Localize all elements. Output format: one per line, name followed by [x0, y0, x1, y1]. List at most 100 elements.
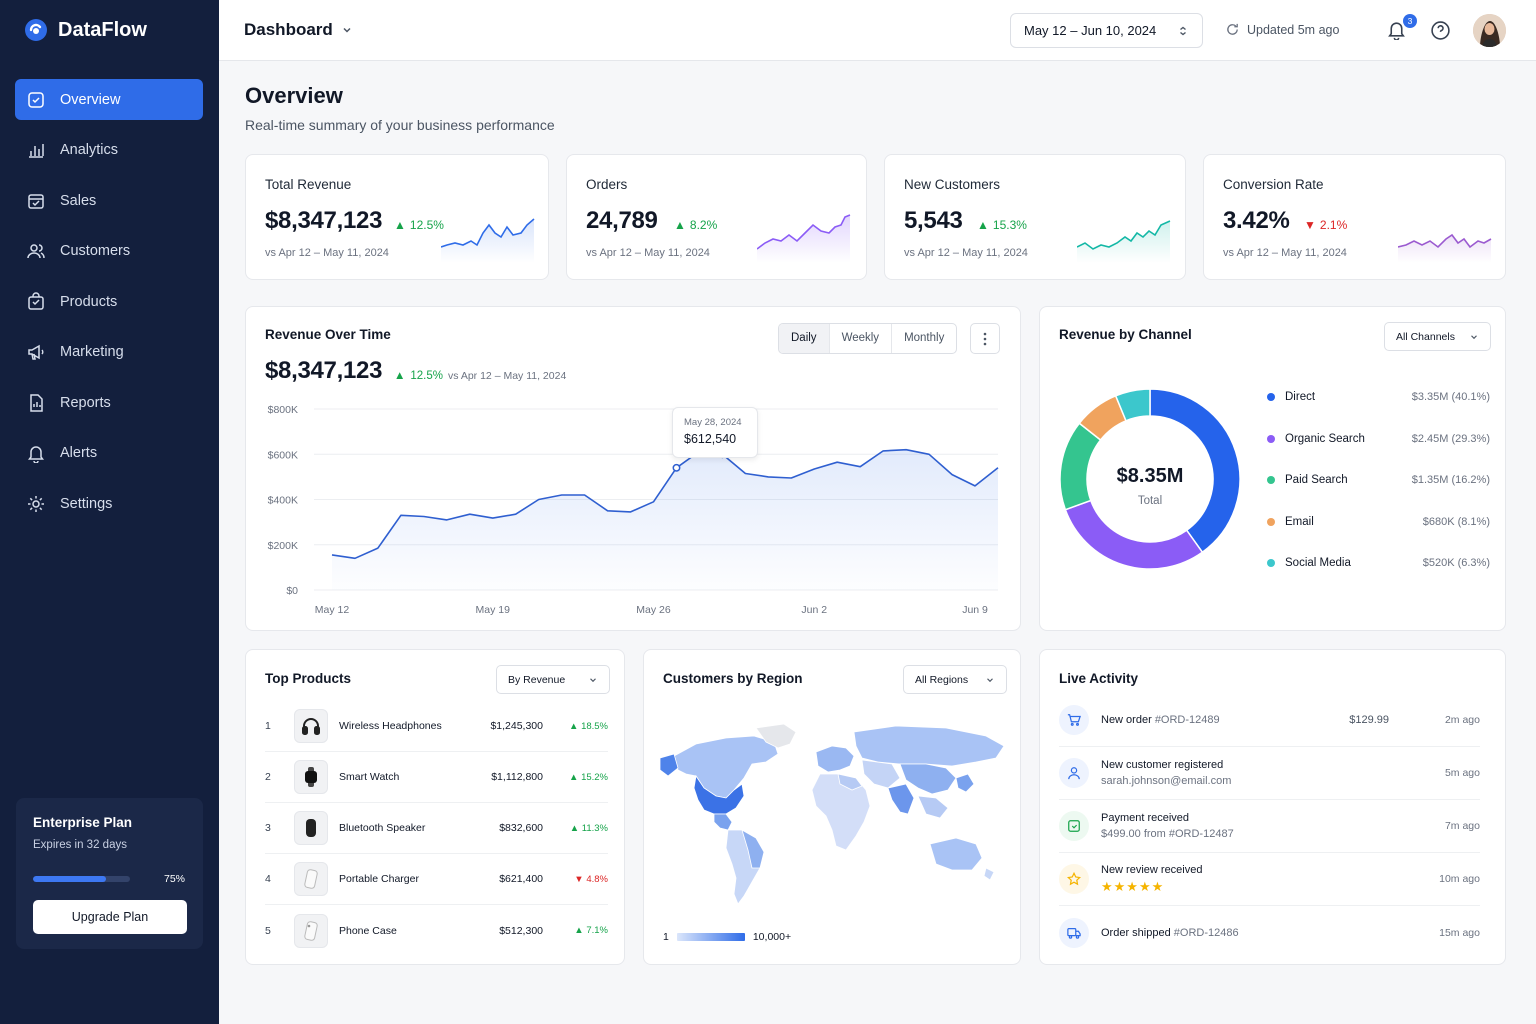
region-filter-dropdown[interactable]: All Regions [903, 665, 1007, 694]
kpi-card-total-revenue[interactable]: Total Revenue $8,347,123 ▲ 12.5% vs Apr 1… [245, 154, 549, 280]
brand-name: DataFlow [58, 18, 147, 41]
legend-item-email[interactable]: Email $680K (8.1%) [1267, 516, 1490, 528]
activity-title: Order shipped [1101, 926, 1171, 939]
legend-item-paid-search[interactable]: Paid Search $1.35M (16.2%) [1267, 474, 1490, 486]
card-title: Customers by Region [663, 671, 803, 686]
y-tick-label: $200K [268, 540, 298, 552]
product-row[interactable]: 2 Smart Watch $1,112,800 ▲ 15.2% [265, 752, 608, 803]
payment-icon [1059, 811, 1089, 841]
activity-item[interactable]: New customer registered sarah.johnson@ema… [1059, 747, 1480, 800]
sidebar-item-overview[interactable]: Overview [15, 79, 203, 120]
sidebar-item-sales[interactable]: Sales [15, 180, 203, 221]
notification-count-badge: 3 [1403, 14, 1417, 28]
product-row[interactable]: 1 Wireless Headphones $1,245,300 ▲ 18.5% [265, 701, 608, 752]
product-row[interactable]: 3 Bluetooth Speaker $832,600 ▲ 11.3% [265, 803, 608, 854]
data-point [672, 463, 681, 472]
activity-item[interactable]: New order #ORD-12489 $129.99 2m ago [1059, 694, 1480, 747]
product-change-value: 11.3% [581, 822, 608, 834]
notifications-button[interactable] [1386, 19, 1407, 40]
more-options-button[interactable] [970, 323, 1000, 354]
activity-list: New order #ORD-12489 $129.99 2m ago New … [1040, 694, 1507, 959]
activity-text: Payment received $499.00 from #ORD-12487 [1101, 812, 1301, 840]
user-avatar[interactable] [1473, 14, 1506, 47]
activity-title: New customer registered [1101, 759, 1224, 771]
trend-up-icon: ▲ [394, 218, 406, 232]
refresh-status[interactable]: Updated 5m ago [1225, 22, 1339, 37]
x-tick-label: May 19 [476, 604, 511, 616]
activity-text: New customer registered sarah.johnson@ema… [1101, 759, 1301, 787]
sidebar-item-label: Products [60, 293, 118, 310]
page-subtitle: Real-time summary of your business perfo… [245, 117, 555, 133]
world-map[interactable] [656, 718, 1010, 918]
kpi-value: 3.42% [1223, 207, 1290, 234]
chevron-down-icon [1471, 334, 1477, 339]
headphones-icon [294, 709, 328, 743]
sidebar-item-alerts[interactable]: Alerts [15, 433, 203, 474]
product-name: Wireless Headphones [339, 720, 442, 732]
product-row[interactable]: 5 Phone Case $512,300 ▲ 7.1% [265, 905, 608, 956]
kpi-change: ▲ 12.5% [394, 218, 444, 232]
legend-item-organic-search[interactable]: Organic Search $2.45M (29.3%) [1267, 433, 1490, 445]
brand[interactable]: DataFlow [24, 18, 147, 42]
products-sort-dropdown[interactable]: By Revenue [496, 665, 610, 694]
kpi-card-orders[interactable]: Orders 24,789 ▲ 8.2% vs Apr 12 – May 11, … [566, 154, 867, 280]
activity-subtext: sarah.johnson@email.com [1101, 775, 1232, 787]
legend-item-social-media[interactable]: Social Media $520K (6.3%) [1267, 557, 1490, 569]
sidebar-item-label: Overview [60, 91, 121, 108]
sidebar-item-reports[interactable]: Reports [15, 382, 203, 423]
activity-item[interactable]: New review received ★★★★★ 10m ago [1059, 853, 1480, 906]
plan-progress-fill [33, 876, 106, 882]
legend-item-direct[interactable]: Direct $3.35M (40.1%) [1267, 391, 1490, 403]
review-rating-stars: ★★★★★ [1101, 878, 1165, 894]
kpi-sparkline [757, 214, 851, 263]
donut-slice-social-media [1114, 388, 1151, 422]
kpi-card-conversion-rate[interactable]: Conversion Rate 3.42% ▼ 2.1% vs Apr 12 – … [1203, 154, 1506, 280]
plan-expiry: Expires in 32 days [33, 839, 127, 851]
sidebar-item-customers[interactable]: Customers [15, 231, 203, 272]
channel-filter-dropdown[interactable]: All Channels [1384, 322, 1491, 351]
activity-item[interactable]: Order shipped #ORD-12486 15m ago [1059, 906, 1480, 959]
activity-time: 7m ago [1444, 820, 1480, 832]
dashboard-switcher[interactable]: Dashboard [244, 20, 353, 40]
x-tick-label: May 26 [636, 604, 671, 616]
users-icon [27, 244, 45, 259]
plan-card: Enterprise Plan Expires in 32 days 75% U… [16, 798, 203, 949]
speaker-icon [294, 811, 328, 845]
product-revenue: $1,112,800 [491, 771, 543, 783]
product-row[interactable]: 4 Portable Charger $621,400 ▼ 4.8% [265, 854, 608, 905]
upgrade-plan-button[interactable]: Upgrade Plan [33, 900, 187, 934]
legend-label: Email [1285, 516, 1314, 528]
tab-monthly[interactable]: Monthly [904, 332, 945, 344]
help-button[interactable] [1430, 20, 1451, 41]
activity-title: Payment received [1101, 812, 1190, 824]
activity-title: New review received [1101, 863, 1203, 876]
activity-item[interactable]: Payment received $499.00 from #ORD-12487 … [1059, 800, 1480, 853]
date-range-picker[interactable]: May 12 – Jun 10, 2024 [1010, 13, 1203, 48]
sidebar-nav: Overview Analytics Sales Customers Produ… [15, 79, 203, 534]
activity-subtext: $499.00 from #ORD-12487 [1101, 828, 1234, 840]
kpi-card-new-customers[interactable]: New Customers 5,543 ▲ 15.3% vs Apr 12 – M… [884, 154, 1186, 280]
sidebar-item-label: Alerts [60, 445, 98, 461]
sidebar-item-label: Customers [60, 243, 131, 259]
sales-icon [28, 193, 44, 209]
activity-time: 2m ago [1444, 714, 1480, 726]
sidebar-item-label: Analytics [60, 142, 119, 158]
kpi-value: $8,347,123 [265, 207, 383, 234]
revenue-total: $8,347,123 [265, 357, 383, 384]
legend-label: Direct [1285, 391, 1316, 403]
sidebar-item-products[interactable]: Products [15, 281, 203, 322]
tab-daily[interactable]: Daily [779, 324, 830, 353]
sidebar-item-settings[interactable]: Settings [15, 483, 203, 524]
revenue-by-channel-card: Revenue by Channel All Channels $8.35M T… [1039, 306, 1506, 631]
y-tick-label: $400K [268, 495, 298, 507]
customers-by-region-card: Customers by Region All Regions 1 [643, 649, 1021, 965]
page-title: Overview [245, 83, 343, 108]
charger-icon [294, 862, 328, 896]
x-tick-label: Jun 2 [801, 604, 827, 616]
sidebar-item-analytics[interactable]: Analytics [15, 130, 203, 171]
tab-weekly[interactable]: Weekly [830, 324, 893, 353]
sidebar-item-marketing[interactable]: Marketing [15, 332, 203, 373]
smartwatch-icon [294, 760, 328, 794]
product-revenue: $832,600 [499, 822, 543, 834]
activity-time: 10m ago [1439, 873, 1480, 885]
